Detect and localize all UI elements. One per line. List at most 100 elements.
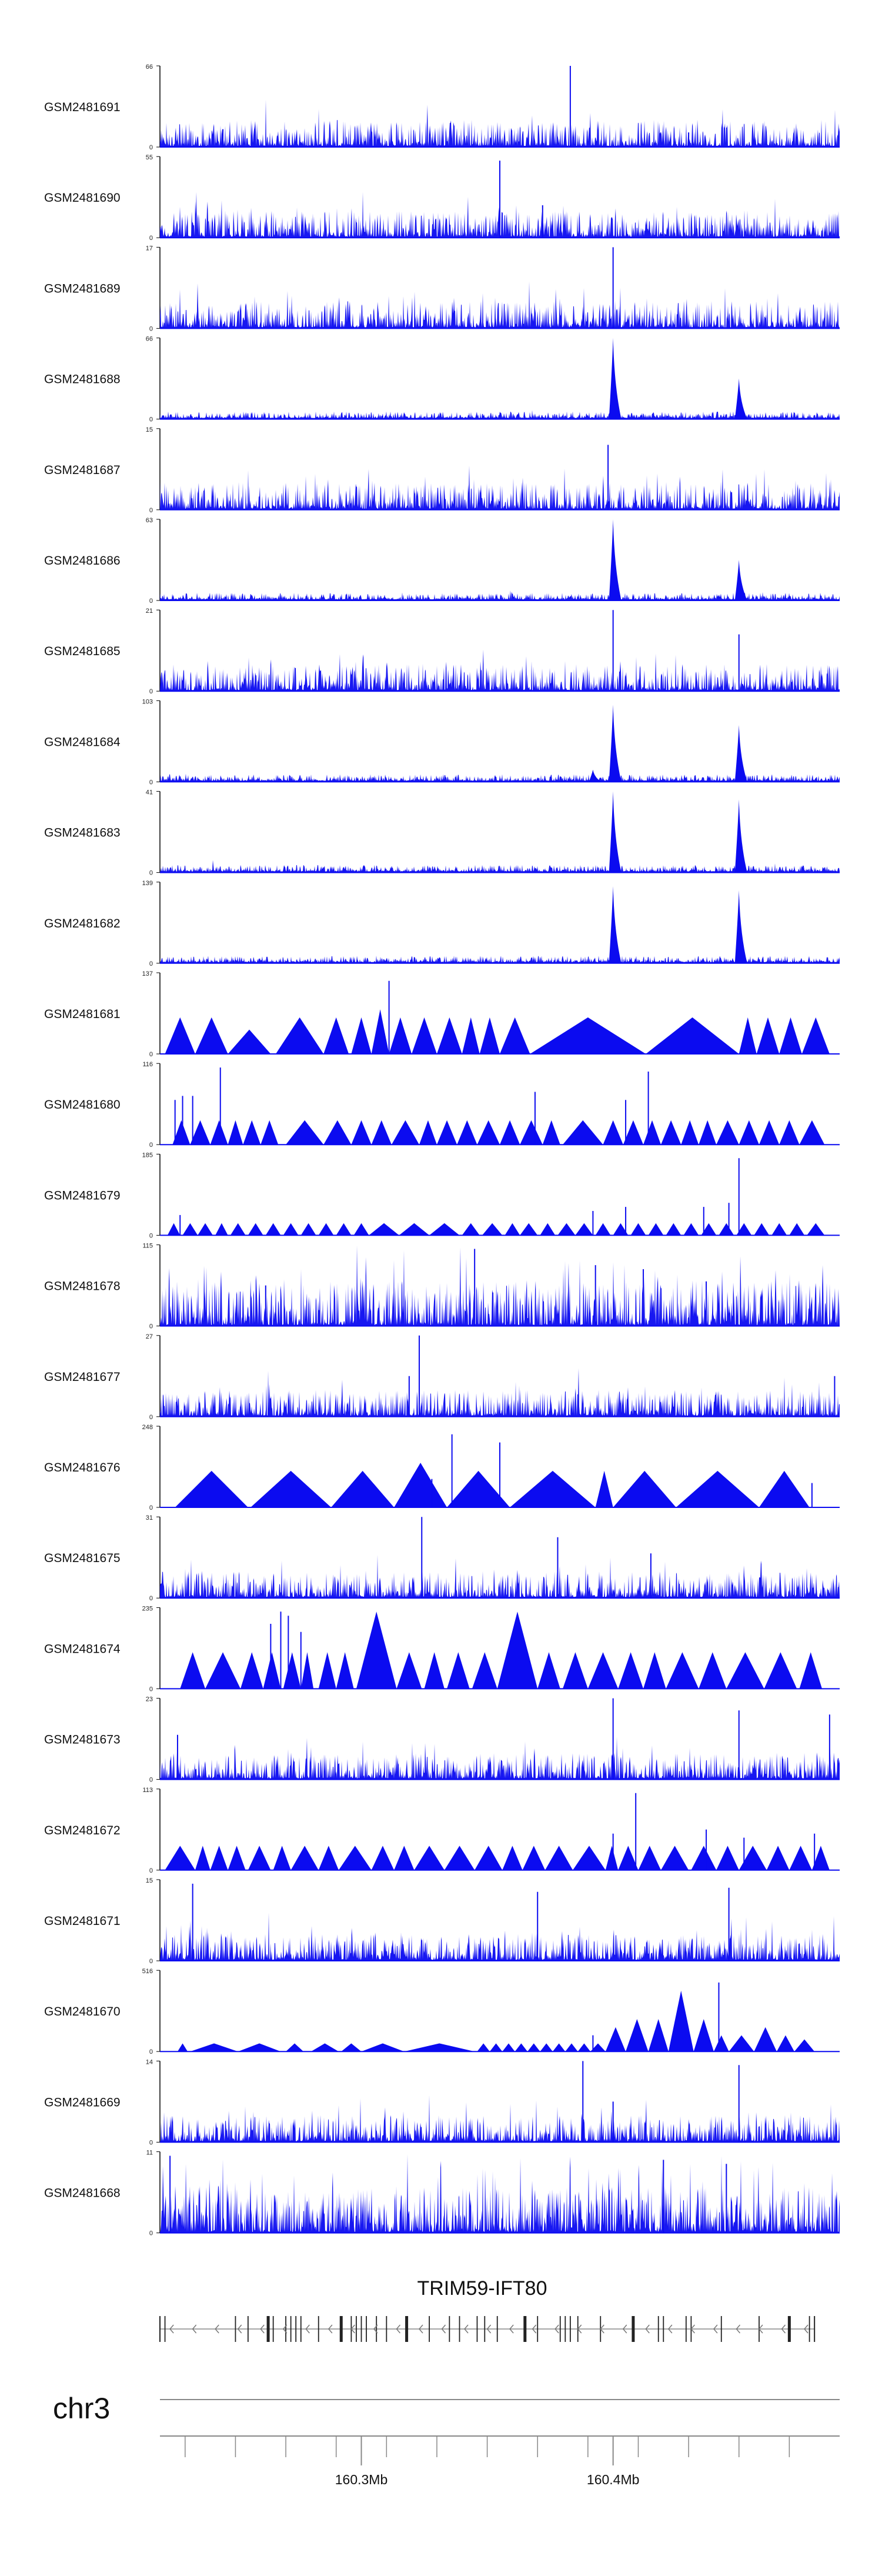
track-GSM2481681: GSM2481681 137 0 — [44, 970, 840, 1058]
track-label: GSM2481679 — [44, 1189, 121, 1202]
signal-mark — [530, 1017, 646, 1054]
strand-arrow — [667, 2324, 673, 2334]
signal-area — [160, 281, 840, 329]
signal-mark — [500, 1120, 520, 1145]
signal-mark — [811, 1846, 830, 1870]
signal-mark — [613, 1470, 676, 1507]
strand-arrow — [804, 2324, 808, 2334]
peak-mark — [734, 890, 747, 963]
signal-mark — [215, 1223, 228, 1236]
signal-mark — [766, 1846, 790, 1870]
track-GSM2481674: GSM2481674 235 0 — [44, 1605, 840, 1693]
signal-mark — [462, 1223, 480, 1236]
y-max-label: 21 — [146, 608, 153, 615]
signal-GSM2481671 — [160, 1883, 840, 1961]
signal-mark — [648, 2019, 669, 2052]
signal-tracks: GSM2481691660GSM2481690550GSM2481689170G… — [44, 64, 840, 2237]
signal-mark — [789, 1223, 805, 1236]
signal-mark — [666, 1223, 681, 1236]
signal-mark — [626, 2019, 649, 2052]
signal-mark — [510, 1470, 596, 1507]
signal-mark — [497, 1611, 538, 1689]
signal-mark — [713, 2035, 729, 2052]
signal-GSM2481681 — [160, 980, 840, 1055]
signal-mark — [341, 2043, 362, 2052]
signal-mark — [318, 1846, 339, 1870]
strand-arrow — [645, 2324, 650, 2334]
signal-mark — [618, 1652, 644, 1689]
signal-mark — [228, 1120, 243, 1145]
peak-mark — [589, 769, 602, 782]
signal-mark — [726, 1652, 764, 1689]
signal-mark — [263, 1652, 281, 1689]
y-min-label: 0 — [149, 779, 153, 786]
peak-mark — [734, 378, 747, 419]
signal-mark — [356, 1611, 397, 1689]
y-max-label: 185 — [142, 1152, 153, 1159]
y-max-label: 66 — [146, 336, 153, 343]
signal-mark — [414, 1846, 445, 1870]
peak-mark — [609, 886, 622, 963]
y-min-label: 0 — [149, 1867, 153, 1874]
y-min-label: 0 — [149, 2048, 153, 2056]
y-min-label: 0 — [149, 144, 153, 151]
track-label: GSM2481668 — [44, 2187, 121, 2200]
signal-area — [160, 2095, 840, 2143]
strand-arrow — [554, 2324, 559, 2334]
signal-mark — [404, 2043, 475, 2052]
signal-mark — [716, 1120, 739, 1145]
y-max-label: 11 — [146, 2150, 153, 2157]
signal-mark — [779, 1120, 800, 1145]
signal-GSM2481688 — [160, 338, 840, 420]
track-GSM2481670: GSM2481670 516 0 — [44, 1968, 840, 2056]
signal-GSM2481679 — [160, 1158, 840, 1236]
strand-arrow — [622, 2324, 627, 2334]
signal-mark — [500, 1017, 530, 1054]
y-max-label: 116 — [142, 1061, 153, 1068]
track-GSM2481671: GSM2481671 15 0 — [44, 1877, 840, 1965]
signal-mark — [661, 1846, 689, 1870]
track-label: GSM2481684 — [44, 735, 121, 749]
signal-mark — [477, 2043, 490, 2052]
y-max-label: 66 — [146, 64, 153, 71]
track-GSM2481675: GSM2481675 31 0 — [44, 1514, 840, 1602]
signal-mark — [361, 2043, 405, 2052]
signal-GSM2481677 — [160, 1335, 840, 1417]
y-min-label: 0 — [149, 235, 153, 242]
signal-mark — [613, 1223, 629, 1236]
signal-area — [160, 1245, 840, 1326]
signal-mark — [436, 1017, 462, 1054]
signal-mark — [190, 2043, 238, 2052]
track-label: GSM2481686 — [44, 554, 121, 568]
signal-mark — [479, 1017, 500, 1054]
track-label: GSM2481678 — [44, 1280, 121, 1293]
track-GSM2481680: GSM2481680 116 0 — [44, 1061, 840, 1149]
signal-mark — [230, 1223, 246, 1236]
signal-area — [160, 99, 840, 147]
strand-arrow — [350, 2324, 355, 2334]
gene-track: TRIM59-IFT80 — [159, 2277, 816, 2342]
y-max-label: 248 — [142, 1424, 153, 1431]
y-min-label: 0 — [149, 325, 153, 332]
strand-arrow — [192, 2324, 197, 2334]
signal-mark — [729, 2035, 754, 2052]
signal-mark — [638, 1846, 662, 1870]
track-GSM2481677: GSM2481677 27 0 — [44, 1333, 840, 1421]
track-label: GSM2481688 — [44, 373, 121, 386]
y-min-label: 0 — [149, 1958, 153, 1965]
signal-area — [160, 649, 840, 692]
track-GSM2481668: GSM2481668 11 0 — [44, 2150, 840, 2237]
signal-mark — [668, 1990, 694, 2052]
signal-mark — [436, 1120, 457, 1145]
signal-mark — [177, 2043, 188, 2052]
signal-mark — [771, 1223, 787, 1236]
signal-GSM2481670 — [160, 1982, 840, 2053]
track-label: GSM2481672 — [44, 1824, 121, 1837]
track-GSM2481691: GSM2481691 66 0 — [44, 64, 840, 151]
track-GSM2481686: GSM2481686 63 0 — [44, 517, 840, 605]
y-min-label: 0 — [149, 1777, 153, 1784]
track-label: GSM2481687 — [44, 463, 121, 477]
signal-mark — [573, 1846, 606, 1870]
track-label: GSM2481689 — [44, 282, 121, 295]
signal-area — [160, 860, 840, 873]
